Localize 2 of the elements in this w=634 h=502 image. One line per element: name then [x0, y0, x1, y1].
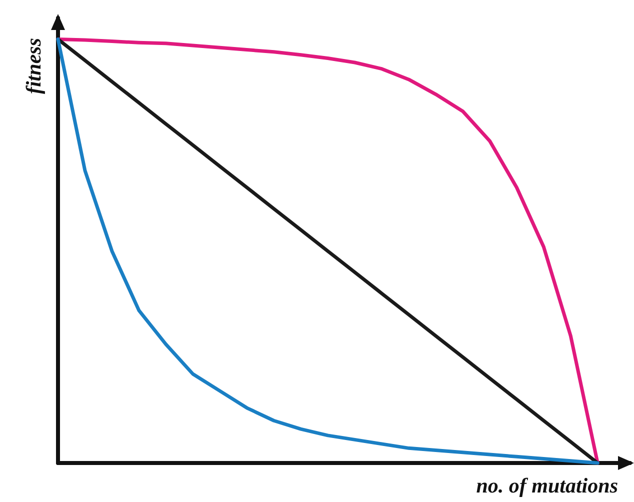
- x-axis-title: no. of mutations: [476, 474, 618, 498]
- y-axis-title: fitness: [22, 38, 46, 94]
